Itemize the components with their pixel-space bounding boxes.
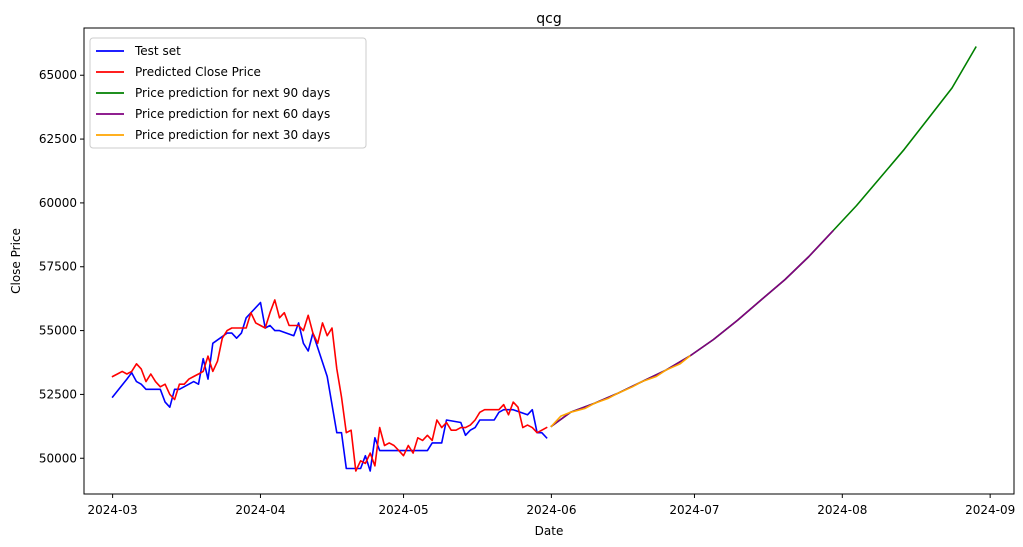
- legend-label-4: Price prediction for next 30 days: [135, 128, 330, 142]
- series-line-1: [111, 299, 548, 472]
- x-tick-label: 2024-07: [669, 503, 719, 517]
- y-tick-label: 52500: [39, 387, 77, 401]
- y-tick-label: 57500: [39, 260, 77, 274]
- legend-label-2: Price prediction for next 90 days: [135, 86, 330, 100]
- x-tick-label: 2024-06: [526, 503, 576, 517]
- y-axis-label: Close Price: [9, 228, 23, 294]
- legend: Test set Predicted Close Price Price predi…: [89, 37, 367, 149]
- x-tick-label: 2024-09: [965, 503, 1015, 517]
- legend-box: [89, 37, 367, 149]
- x-tick-label: 2024-08: [817, 503, 867, 517]
- x-tick-label: 2024-05: [378, 503, 428, 517]
- y-axis-ticks: 50000 52500 55000 57500 60000 62500 65000: [39, 68, 84, 465]
- x-axis-label: Date: [535, 524, 564, 538]
- legend-label-3: Price prediction for next 60 days: [135, 107, 330, 121]
- series-layer: [111, 46, 977, 472]
- legend-label-0: Test set: [134, 44, 181, 58]
- y-tick-label: 50000: [39, 451, 77, 465]
- plot-area: [83, 27, 1015, 495]
- series-line-4: [550, 354, 691, 428]
- chart-title: qcg: [536, 11, 561, 27]
- x-axis-ticks: 2024-03 2024-04 2024-05 2024-06 2024-07 2024-…: [88, 494, 1015, 517]
- legend-label-1: Predicted Close Price: [135, 65, 261, 79]
- y-tick-label: 62500: [39, 132, 77, 146]
- plot-frame: [83, 27, 1015, 495]
- y-tick-label: 55000: [39, 324, 77, 338]
- x-tick-label: 2024-03: [88, 503, 138, 517]
- y-tick-label: 65000: [39, 68, 77, 82]
- y-tick-label: 60000: [39, 196, 77, 210]
- series-line-0: [111, 301, 548, 472]
- x-tick-label: 2024-04: [235, 503, 285, 517]
